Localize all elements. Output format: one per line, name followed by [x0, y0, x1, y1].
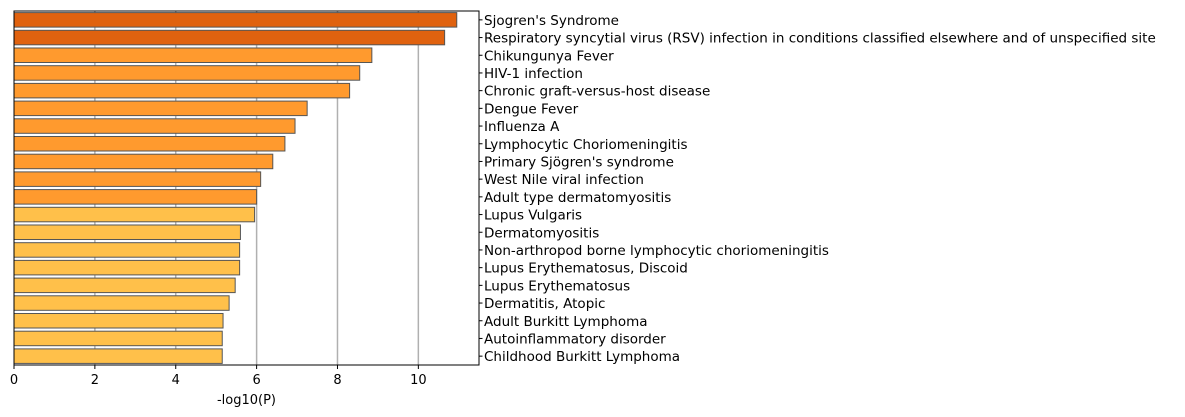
category-label: Childhood Burkitt Lymphoma — [484, 349, 680, 365]
x-tick-label: 8 — [333, 373, 341, 388]
bar — [14, 313, 223, 328]
bar — [14, 119, 295, 134]
category-label: Dengue Fever — [484, 101, 579, 117]
x-tick-label: 4 — [172, 373, 180, 388]
x-tick-label: 10 — [410, 373, 427, 388]
category-label: Adult type dermatomyositis — [484, 190, 671, 206]
bar — [14, 154, 273, 169]
category-label: HIV-1 infection — [484, 66, 583, 82]
bar — [14, 296, 229, 311]
bar — [14, 190, 257, 205]
category-label: Lupus Vulgaris — [484, 208, 582, 224]
category-label: Adult Burkitt Lymphoma — [484, 314, 648, 330]
bar — [14, 331, 222, 346]
category-label: Chronic graft-versus-host disease — [484, 84, 710, 100]
bars — [14, 13, 457, 364]
category-label: Lymphocytic Choriomeningitis — [484, 137, 688, 153]
bar — [14, 260, 240, 275]
x-tick-label: 2 — [91, 373, 99, 388]
category-label: Respiratory syncytial virus (RSV) infect… — [484, 31, 1156, 47]
x-tick-label: 6 — [252, 373, 260, 388]
bar — [14, 13, 457, 28]
category-label: West Nile viral infection — [484, 172, 644, 188]
bar — [14, 207, 255, 222]
category-label: Chikungunya Fever — [484, 48, 614, 64]
bar — [14, 225, 240, 240]
bar — [14, 101, 307, 116]
x-tick-label: 0 — [10, 373, 18, 388]
bar — [14, 243, 240, 258]
category-label: Lupus Erythematosus — [484, 278, 630, 294]
bar — [14, 349, 222, 364]
category-label: Lupus Erythematosus, Discoid — [484, 261, 688, 277]
bar — [14, 66, 360, 81]
category-label: Dermatomyositis — [484, 225, 599, 241]
x-axis: 0 2 4 6 8 10 — [10, 365, 427, 388]
category-label: Sjogren's Syndrome — [484, 13, 619, 29]
plot-frame — [14, 11, 479, 365]
gridlines — [95, 11, 418, 365]
bar — [14, 48, 372, 63]
bar — [14, 172, 261, 187]
bar — [14, 136, 285, 151]
category-label: Influenza A — [484, 119, 560, 135]
category-label: Non-arthropod borne lymphocytic choriome… — [484, 243, 829, 259]
category-label: Dermatitis, Atopic — [484, 296, 605, 312]
bar — [14, 278, 235, 293]
category-label: Primary Sjögren's syndrome — [484, 154, 674, 170]
category-label: Autoinflammatory disorder — [484, 331, 666, 347]
bar — [14, 83, 350, 98]
bar — [14, 30, 445, 45]
x-axis-label: -log10(P) — [217, 393, 276, 408]
category-labels: Sjogren's Syndrome Respiratory syncytial … — [479, 13, 1156, 365]
